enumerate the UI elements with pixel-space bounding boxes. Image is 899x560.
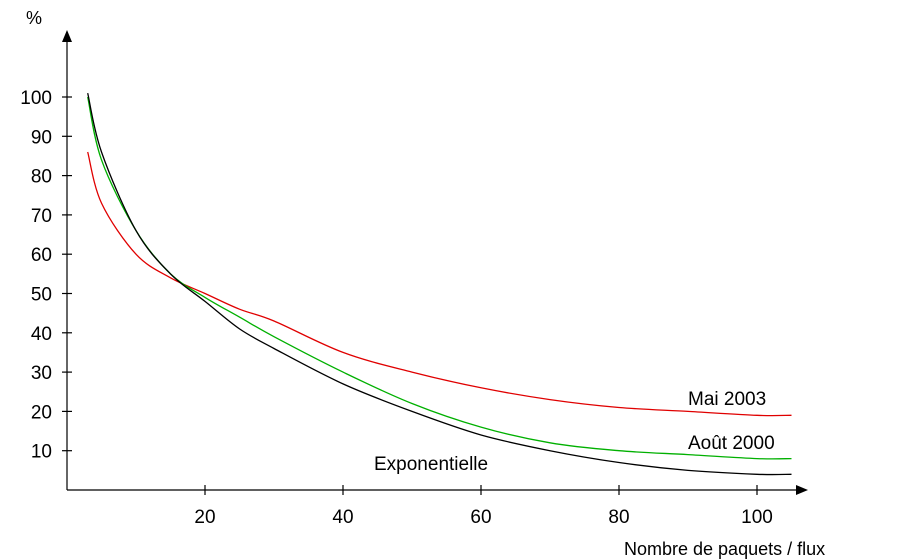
x-ticks: 20 40 60 80 100 bbox=[194, 485, 773, 528]
y-tick-label: 40 bbox=[31, 324, 52, 345]
x-tick-label: 60 bbox=[470, 507, 491, 528]
y-tick-label: 10 bbox=[31, 442, 52, 463]
series-label-aout-2000: Août 2000 bbox=[688, 433, 775, 454]
y-tick-label: 30 bbox=[31, 363, 52, 384]
y-tick-label: 50 bbox=[31, 285, 52, 306]
x-axis-title: Nombre de paquets / flux bbox=[624, 539, 825, 559]
x-tick-label: 20 bbox=[194, 507, 215, 528]
y-tick-label: 100 bbox=[20, 88, 52, 109]
series-line-exponentielle bbox=[87, 92, 792, 476]
y-tick-label: 70 bbox=[31, 206, 52, 227]
y-axis-arrow bbox=[62, 30, 72, 42]
axes: 20 40 60 80 100 10 20 30 40 50 60 70 80 90 100 bbox=[20, 30, 808, 528]
x-tick-label: 40 bbox=[332, 507, 353, 528]
y-axis-title: % bbox=[26, 8, 42, 28]
y-tick-label: 80 bbox=[31, 167, 52, 188]
y-tick-label: 60 bbox=[31, 245, 52, 266]
y-tick-label: 20 bbox=[31, 402, 52, 423]
x-tick-label: 80 bbox=[608, 507, 629, 528]
y-tick-label: 90 bbox=[31, 127, 52, 148]
series-line-aout-2000 bbox=[87, 96, 792, 460]
x-tick-label: 100 bbox=[741, 507, 773, 528]
series-lines bbox=[87, 92, 792, 476]
series-label-exponentielle: Exponentielle bbox=[374, 454, 488, 475]
series-labels: Mai 2003 Août 2000 Exponentielle bbox=[374, 389, 775, 475]
y-ticks: 10 20 30 40 50 60 70 80 90 100 bbox=[20, 88, 72, 463]
series-label-mai-2003: Mai 2003 bbox=[688, 389, 766, 410]
x-axis-arrow bbox=[796, 485, 808, 495]
series-line-mai-2003 bbox=[87, 151, 792, 417]
